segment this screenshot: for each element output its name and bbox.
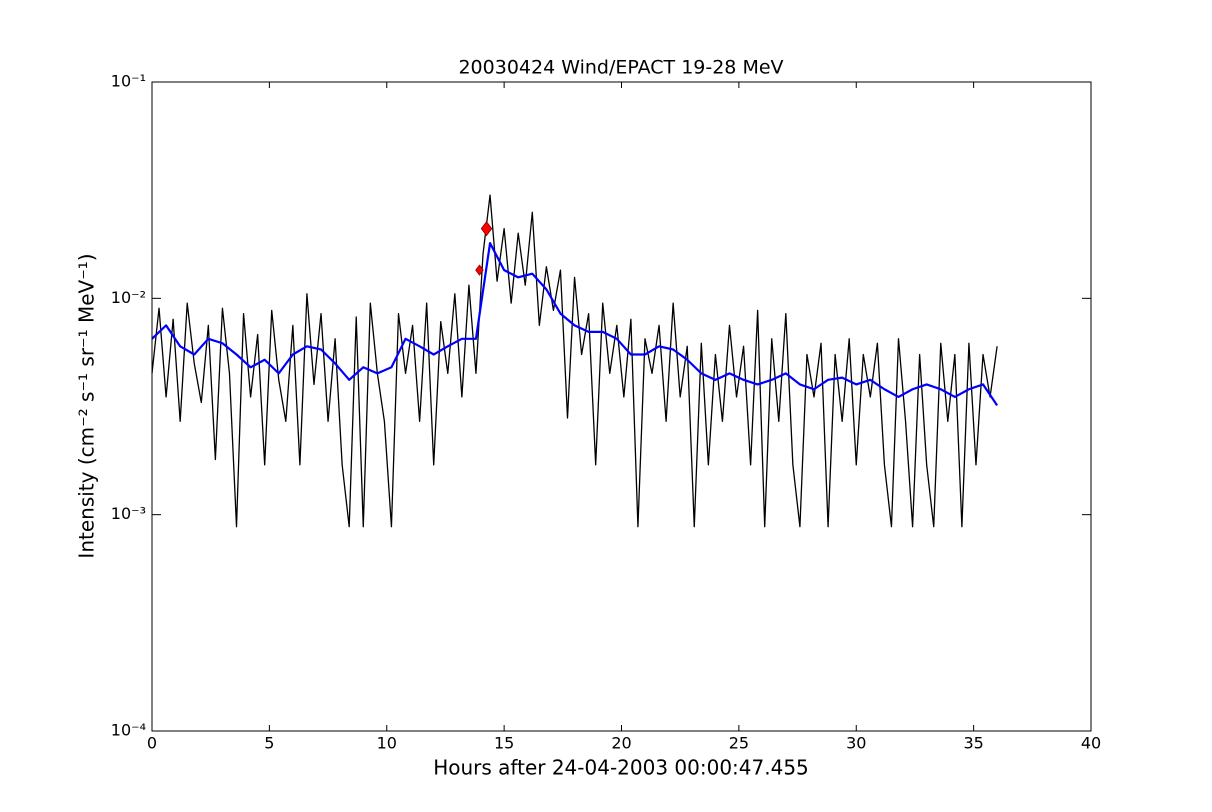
y-tick-label: 10⁻¹ xyxy=(111,72,146,91)
x-tick-label: 15 xyxy=(494,734,514,753)
x-tick-label: 5 xyxy=(264,734,274,753)
chart-title: 20030424 Wind/EPACT 19-28 MeV xyxy=(458,57,783,79)
x-tick-label: 25 xyxy=(729,734,749,753)
x-tick-label: 30 xyxy=(846,734,866,753)
x-tick-label: 40 xyxy=(1081,734,1101,753)
x-axis-label: Hours after 24-04-2003 00:00:47.455 xyxy=(433,756,809,780)
marker xyxy=(475,264,484,276)
y-tick-label: 10⁻³ xyxy=(111,504,146,523)
x-tick-label: 35 xyxy=(963,734,983,753)
y-tick-label: 10⁻⁴ xyxy=(111,721,146,740)
x-tick-label: 20 xyxy=(611,734,631,753)
x-tick-label: 10 xyxy=(377,734,397,753)
series-line xyxy=(151,194,998,528)
marker xyxy=(480,220,493,237)
y-tick-label: 10⁻² xyxy=(111,288,146,307)
y-axis-label: Intensity (cm⁻² s⁻¹ sr⁻¹ MeV⁻¹) xyxy=(75,253,99,558)
x-tick-label: 0 xyxy=(147,734,157,753)
series-line xyxy=(151,242,999,407)
